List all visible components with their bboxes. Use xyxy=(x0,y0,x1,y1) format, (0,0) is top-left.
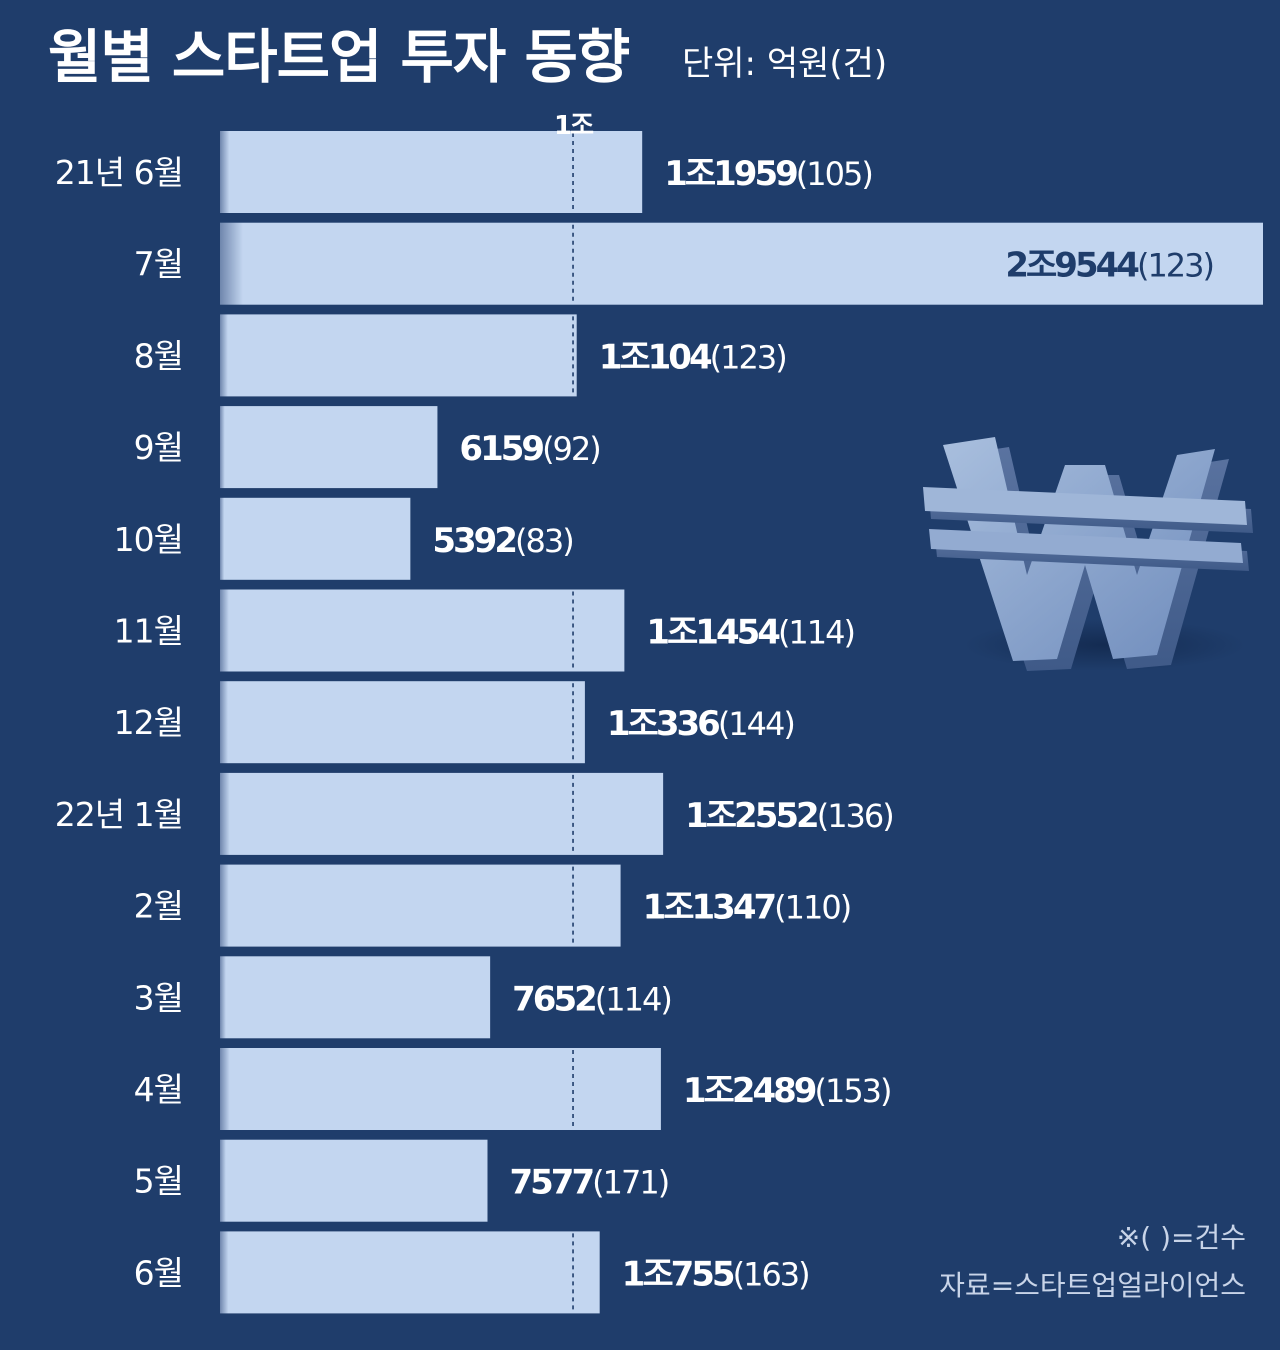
value-label-6: 1조336(144) xyxy=(607,704,794,744)
value-label-10: 1조2489(153) xyxy=(683,1071,891,1111)
value-label-7: 1조2552(136) xyxy=(685,796,893,836)
value-count-3: (92) xyxy=(542,430,600,468)
value-label-11: 7577(171) xyxy=(509,1163,668,1203)
category-label-5: 11월 xyxy=(114,612,183,651)
value-count-1: (123) xyxy=(1137,247,1213,285)
value-label-2: 1조104(123) xyxy=(599,337,786,377)
bar-8 xyxy=(220,864,621,947)
bar-11 xyxy=(220,1139,488,1222)
unit-label: 단위: 억원(건) xyxy=(682,44,888,84)
value-amount-6: 1조336 xyxy=(607,704,719,744)
value-amount-4: 5392 xyxy=(432,521,515,561)
bar-6 xyxy=(220,681,585,764)
value-amount-2: 1조104 xyxy=(599,337,712,377)
value-count-2: (123) xyxy=(710,338,786,376)
value-count-5: (114) xyxy=(778,614,854,652)
bars-group xyxy=(220,131,1263,1314)
value-label-9: 7652(114) xyxy=(512,979,671,1019)
value-label-4: 5392(83) xyxy=(432,521,572,561)
value-amount-1: 2조9544 xyxy=(1005,246,1139,286)
bar-5 xyxy=(220,589,625,672)
bar-9 xyxy=(220,956,491,1039)
footnote: ※( )=건수 xyxy=(1116,1221,1246,1254)
category-label-1: 7월 xyxy=(134,245,183,284)
value-count-6: (144) xyxy=(718,705,794,743)
value-count-0: (105) xyxy=(796,155,872,193)
bar-2 xyxy=(220,314,577,397)
category-label-12: 6월 xyxy=(134,1253,183,1292)
category-label-11: 5월 xyxy=(134,1162,183,1201)
bar-3 xyxy=(220,406,438,489)
value-amount-7: 1조2552 xyxy=(685,796,817,836)
value-amount-0: 1조1959 xyxy=(664,154,797,194)
value-amount-11: 7577 xyxy=(509,1163,592,1203)
value-label-0: 1조1959(105) xyxy=(664,154,872,194)
value-amount-12: 1조755 xyxy=(622,1254,734,1294)
bar-0 xyxy=(220,131,643,213)
bar-1 xyxy=(220,222,1263,305)
value-label-1: 2조9544(123) xyxy=(1005,246,1213,286)
bar-7 xyxy=(220,772,664,855)
value-amount-9: 7652 xyxy=(512,979,595,1019)
value-label-8: 1조1347(110) xyxy=(643,888,851,928)
bar-4 xyxy=(220,497,411,580)
source-label: 자료=스타트업얼라이언스 xyxy=(939,1269,1246,1302)
value-count-8: (110) xyxy=(774,889,850,927)
won-sign-3d-icon xyxy=(923,437,1253,671)
value-count-10: (153) xyxy=(814,1072,890,1110)
category-label-6: 12월 xyxy=(114,703,183,742)
labels-group: 21년 6월 1조1959(105)7월 2조9544(123)8월 1조104(12… xyxy=(55,111,1215,1294)
value-amount-5: 1조1454 xyxy=(646,613,780,653)
value-count-12: (163) xyxy=(733,1255,809,1293)
value-amount-10: 1조2489 xyxy=(683,1071,816,1111)
category-label-0: 21년 6월 xyxy=(55,153,183,192)
value-count-9: (114) xyxy=(595,980,671,1018)
category-label-8: 2월 xyxy=(134,887,183,926)
category-label-2: 8월 xyxy=(134,336,183,375)
category-label-10: 4월 xyxy=(134,1070,183,1109)
category-label-7: 22년 1월 xyxy=(55,795,183,834)
value-label-12: 1조755(163) xyxy=(622,1254,809,1294)
category-label-4: 10월 xyxy=(114,520,183,559)
category-label-9: 3월 xyxy=(134,978,183,1017)
value-amount-8: 1조1347 xyxy=(643,888,775,928)
value-amount-3: 6159 xyxy=(459,429,543,469)
value-count-4: (83) xyxy=(515,522,573,560)
value-count-7: (136) xyxy=(817,797,893,835)
page-title: 월별 스타트업 투자 동향 xyxy=(48,23,630,91)
reference-line-label: 1조 xyxy=(554,111,594,141)
bar-10 xyxy=(220,1048,661,1130)
category-label-3: 9월 xyxy=(134,428,183,467)
bar-12 xyxy=(220,1231,600,1314)
value-label-5: 1조1454(114) xyxy=(646,613,854,653)
value-label-3: 6159(92) xyxy=(459,429,599,469)
value-count-11: (171) xyxy=(592,1164,668,1202)
